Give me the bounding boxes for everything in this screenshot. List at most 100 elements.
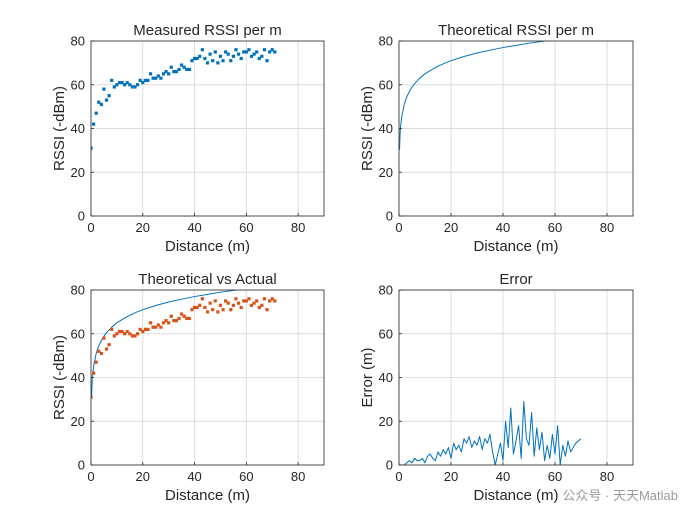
data-point <box>94 360 98 364</box>
series-group <box>91 48 277 150</box>
data-point <box>236 301 241 305</box>
data-point <box>265 308 269 312</box>
y-tick-label: 40 <box>71 121 85 136</box>
data-point <box>213 299 217 303</box>
data-point <box>195 305 199 310</box>
x-tick-label: 0 <box>395 220 402 235</box>
data-point <box>172 319 176 323</box>
series-group <box>399 401 582 465</box>
data-point <box>234 297 238 301</box>
data-point <box>252 52 256 56</box>
data-point <box>244 50 248 54</box>
data-point <box>164 319 168 323</box>
data-point <box>226 301 230 305</box>
data-point <box>187 316 191 321</box>
y-axis-label: RSSI (-dBm) <box>51 86 68 171</box>
y-tick-label: 60 <box>379 326 393 341</box>
data-point <box>182 314 186 318</box>
data-point <box>242 50 246 54</box>
data-point <box>156 323 160 327</box>
y-tick-label: 20 <box>379 165 393 180</box>
data-point <box>190 308 194 312</box>
data-point <box>130 85 135 89</box>
subplot-error: 0 20 40 60 80 0 20 40 60 80 Error Distance (m) Error… <box>359 271 634 504</box>
data-point <box>167 321 171 325</box>
data-point <box>260 303 264 307</box>
data-point <box>99 102 103 107</box>
x-tick-label: 20 <box>444 220 458 235</box>
y-tick-label: 80 <box>71 34 85 49</box>
data-point <box>143 78 147 82</box>
x-tick-label: 40 <box>187 469 201 484</box>
data-point <box>136 83 140 87</box>
data-point <box>107 94 111 98</box>
data-point <box>99 351 103 356</box>
subplot-measured: 0 20 40 60 80 0 20 40 60 80 Measured RSSI per m Dis… <box>51 22 325 255</box>
x-tick-label: 80 <box>600 469 614 484</box>
data-point <box>120 329 124 334</box>
x-tick-label: 60 <box>239 469 253 484</box>
x-tick-label: 0 <box>87 220 94 235</box>
data-point <box>203 56 207 61</box>
data-point <box>120 80 124 85</box>
data-point <box>107 343 111 347</box>
data-point <box>252 301 256 305</box>
data-point <box>180 312 184 316</box>
data-point <box>104 98 109 102</box>
data-point <box>198 54 202 58</box>
data-point <box>224 299 228 303</box>
data-point <box>226 52 230 56</box>
data-point <box>236 52 241 56</box>
data-point <box>216 310 220 314</box>
data-point <box>174 70 179 74</box>
data-point <box>154 325 158 329</box>
x-tick-label: 0 <box>395 469 402 484</box>
data-point <box>211 59 215 63</box>
data-point <box>200 297 204 301</box>
watermark-text: 公众号 · 天天Matlab <box>562 488 678 503</box>
data-point <box>273 299 277 303</box>
x-tick-label: 60 <box>548 469 562 484</box>
series-line-theoretical <box>399 41 550 150</box>
data-point <box>133 334 137 338</box>
data-point <box>249 54 254 58</box>
data-point <box>216 61 220 65</box>
data-point <box>198 303 202 307</box>
data-point <box>148 72 153 76</box>
data-point <box>102 336 106 340</box>
data-point <box>268 50 272 54</box>
data-point <box>97 349 101 353</box>
data-point <box>244 299 248 303</box>
y-tick-label: 80 <box>71 283 85 298</box>
data-point <box>125 80 129 85</box>
data-point <box>262 297 267 301</box>
data-point <box>112 334 116 338</box>
series-group <box>399 41 550 150</box>
data-point <box>104 347 109 351</box>
x-tick-label: 40 <box>496 220 510 235</box>
data-point <box>154 76 158 80</box>
x-tick-label: 40 <box>496 469 510 484</box>
data-point <box>141 329 145 334</box>
y-tick-label: 40 <box>379 370 393 385</box>
data-point <box>208 52 212 56</box>
data-point <box>255 299 259 303</box>
data-point <box>211 308 215 312</box>
data-point <box>218 303 223 307</box>
data-point <box>138 78 142 82</box>
data-point <box>239 56 243 61</box>
data-point <box>177 316 181 321</box>
data-point <box>221 308 225 312</box>
chart-title: Measured RSSI per m <box>133 22 281 39</box>
data-point <box>234 48 238 52</box>
chart-title: Theoretical vs Actual <box>138 271 276 288</box>
data-point <box>151 325 155 329</box>
data-point <box>128 83 132 87</box>
data-point <box>112 85 116 89</box>
subplot-comparison: 0 20 40 60 80 0 20 40 60 80 Theoretical vs Actual D… <box>51 271 325 504</box>
data-point <box>239 305 243 310</box>
y-tick-label: 40 <box>71 370 85 385</box>
x-axis-label: Distance (m) <box>165 238 250 255</box>
data-point <box>200 48 204 52</box>
data-point <box>187 67 191 72</box>
